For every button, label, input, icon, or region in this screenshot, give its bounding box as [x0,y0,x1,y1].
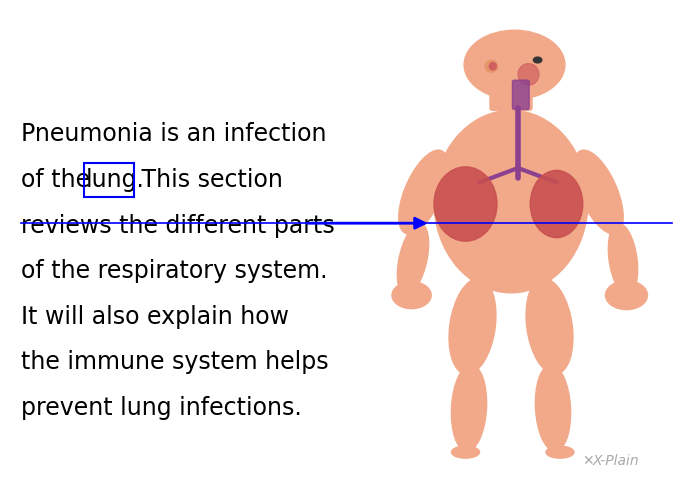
Ellipse shape [452,365,486,451]
Text: X-Plain: X-Plain [593,454,639,468]
Text: of the respiratory system.: of the respiratory system. [21,259,328,283]
Ellipse shape [398,224,428,295]
Text: It will also explain how: It will also explain how [21,305,289,329]
Circle shape [392,282,431,309]
Ellipse shape [452,446,480,458]
Ellipse shape [546,446,574,458]
Text: of the: of the [21,168,97,192]
Circle shape [606,281,648,310]
FancyBboxPatch shape [490,77,532,110]
Text: the immune system helps: the immune system helps [21,350,328,374]
Ellipse shape [434,167,497,241]
Ellipse shape [399,150,448,234]
Text: reviews the different parts: reviews the different parts [21,214,335,238]
Text: lung.: lung. [85,168,144,192]
Ellipse shape [489,62,496,70]
Ellipse shape [485,60,498,72]
Text: Pneumonia is an infection: Pneumonia is an infection [21,122,326,146]
Ellipse shape [434,110,588,293]
Text: This section: This section [134,168,284,192]
Ellipse shape [526,278,573,374]
Ellipse shape [536,365,570,451]
Text: prevent lung infections.: prevent lung infections. [21,396,302,420]
Circle shape [533,57,542,63]
Circle shape [464,30,565,99]
Ellipse shape [531,170,582,238]
Ellipse shape [574,150,623,234]
FancyBboxPatch shape [512,80,529,109]
Ellipse shape [449,278,496,374]
Ellipse shape [518,64,539,85]
Text: ✕: ✕ [582,454,594,468]
Ellipse shape [608,223,638,295]
